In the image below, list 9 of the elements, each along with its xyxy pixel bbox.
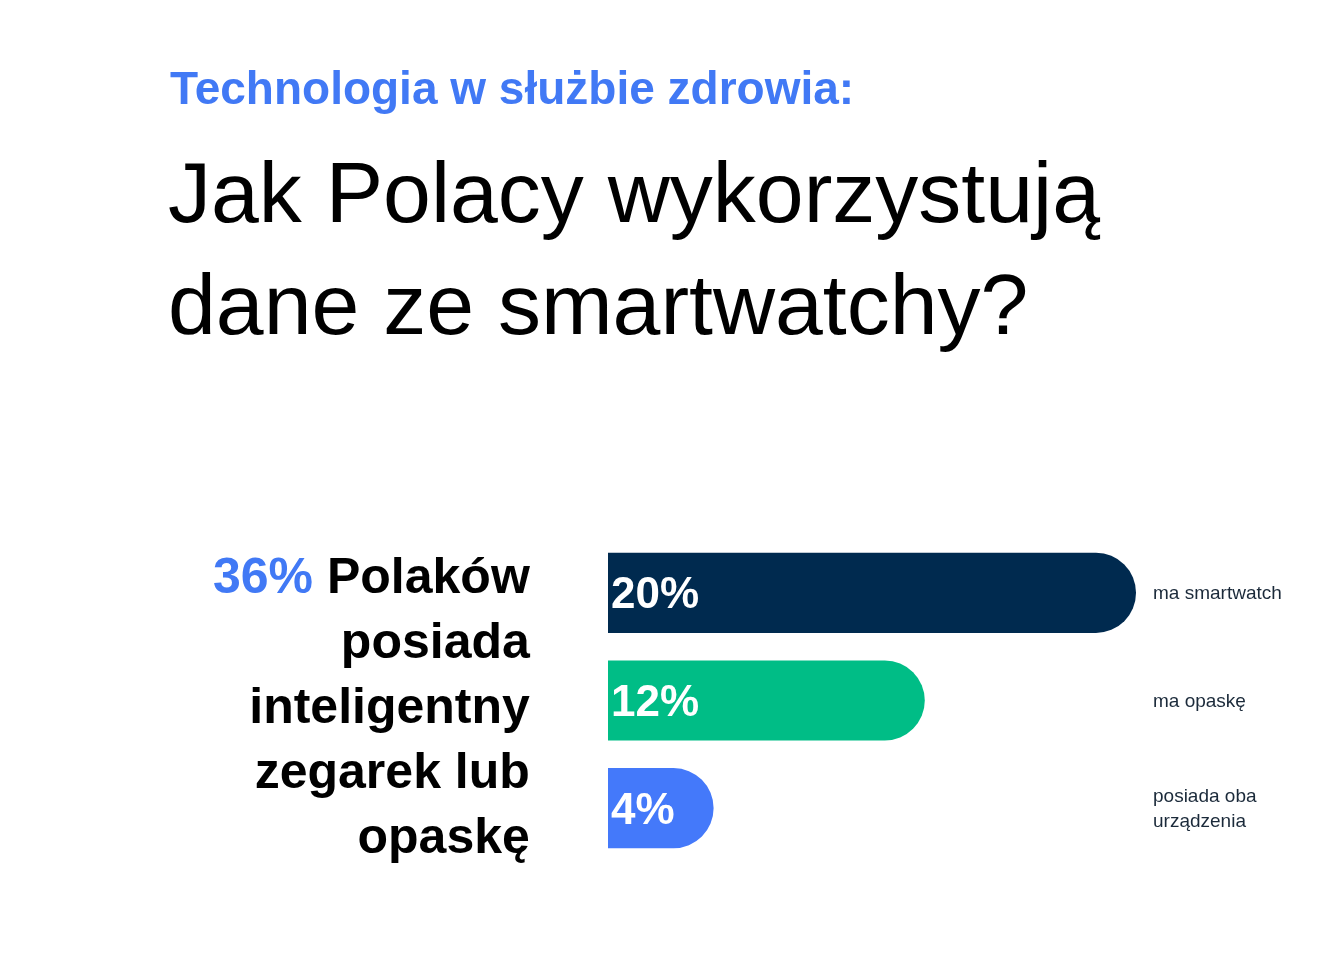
chart-title: Jak Polacy wykorzystują dane ze smartwatchy? <box>168 144 1101 352</box>
y-tick-label: ma smartwatch <box>1153 582 1282 604</box>
data-label: 12% <box>611 676 700 725</box>
chart-subtitle: Technologia w służbie zdrowia: <box>170 62 855 114</box>
y-tick-label: ma opaskę <box>1153 690 1246 712</box>
text: 36% Polaków posiada inteligentny zegarek lub opaskę <box>213 548 531 864</box>
y-tick-label: posiada oba urządzenia <box>1153 785 1257 832</box>
data-label: 4% <box>611 783 675 833</box>
data-label: 20% <box>611 568 700 618</box>
